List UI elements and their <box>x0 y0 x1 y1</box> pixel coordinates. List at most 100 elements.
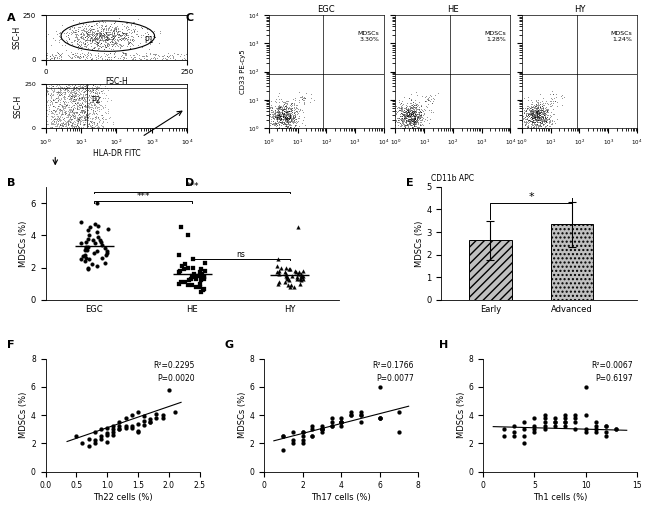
Point <box>281 121 291 129</box>
Point <box>109 33 120 41</box>
Point <box>293 105 304 114</box>
Point <box>283 115 294 123</box>
Point <box>415 107 425 116</box>
Point <box>58 99 69 107</box>
Point <box>120 50 130 58</box>
Point <box>270 120 280 128</box>
Point <box>531 99 541 107</box>
Point <box>407 104 417 113</box>
Point <box>170 408 180 416</box>
Point <box>530 104 541 112</box>
Point <box>67 93 77 101</box>
Point <box>88 236 98 244</box>
Point <box>114 29 125 38</box>
Point <box>124 44 135 52</box>
Point <box>410 117 420 125</box>
Point <box>77 103 88 112</box>
Point <box>77 96 88 104</box>
Point <box>524 105 534 114</box>
Point <box>550 97 560 105</box>
Point <box>84 32 94 41</box>
Point <box>92 123 102 131</box>
Point <box>70 52 80 60</box>
Point <box>284 117 294 125</box>
Point <box>129 25 139 33</box>
Point <box>83 227 93 235</box>
Point <box>96 84 106 92</box>
Point <box>108 428 118 436</box>
Point <box>420 97 430 105</box>
Point <box>100 55 110 63</box>
Point <box>40 91 51 99</box>
Point <box>285 113 295 121</box>
Point <box>424 93 434 101</box>
Point <box>95 35 105 44</box>
Point <box>405 110 415 118</box>
Point <box>157 414 168 422</box>
Point <box>67 107 77 115</box>
Point <box>47 52 58 60</box>
Point <box>85 39 96 47</box>
Point <box>74 38 85 46</box>
Point <box>51 116 62 124</box>
Point <box>140 33 150 41</box>
Point <box>90 29 100 38</box>
Point <box>522 118 532 126</box>
Point <box>95 116 105 124</box>
Point <box>266 108 276 116</box>
Point <box>527 109 538 117</box>
Point <box>83 28 93 37</box>
Point <box>415 114 425 122</box>
Point <box>525 114 535 122</box>
Point <box>278 432 289 440</box>
Point <box>92 83 102 91</box>
Point <box>44 105 54 113</box>
Point <box>94 37 104 45</box>
Point <box>278 124 288 132</box>
Point <box>270 106 281 115</box>
Point <box>95 81 105 89</box>
Point <box>82 102 92 111</box>
Point <box>298 428 308 436</box>
Point <box>44 89 54 97</box>
Point <box>41 51 51 59</box>
Point <box>111 24 122 32</box>
Point <box>69 115 79 123</box>
Point <box>267 106 278 115</box>
Point <box>90 85 101 93</box>
Point <box>526 105 537 114</box>
Point <box>280 98 290 106</box>
Point <box>274 110 284 118</box>
Point <box>79 82 89 90</box>
Point <box>63 101 73 109</box>
Point <box>281 104 292 113</box>
Point <box>278 118 289 126</box>
Point <box>517 117 527 125</box>
Text: G: G <box>224 340 233 350</box>
Point <box>90 89 101 97</box>
Point <box>109 42 120 50</box>
Point <box>80 51 90 59</box>
Point <box>280 109 290 117</box>
Point <box>293 270 304 278</box>
Point <box>279 104 289 113</box>
Point <box>411 100 422 108</box>
Point <box>72 121 82 129</box>
Point <box>526 113 537 121</box>
Point <box>117 28 127 37</box>
Point <box>80 114 90 122</box>
Point <box>53 112 63 120</box>
Point <box>424 96 434 104</box>
Point <box>287 106 298 114</box>
Point <box>124 39 135 47</box>
Point <box>281 108 291 116</box>
Point <box>526 109 537 117</box>
Point <box>266 117 277 125</box>
Point <box>91 55 101 63</box>
Point <box>94 37 104 45</box>
Point <box>538 116 549 124</box>
Point <box>81 93 92 101</box>
Point <box>92 85 103 93</box>
Point <box>92 34 102 43</box>
Point <box>41 120 51 128</box>
